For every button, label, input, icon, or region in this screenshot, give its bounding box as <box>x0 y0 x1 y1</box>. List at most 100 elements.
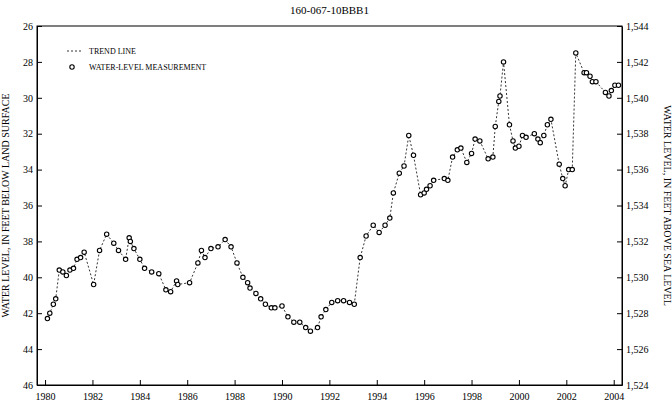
measurement-point <box>397 171 401 175</box>
tick: 1998 <box>462 380 482 401</box>
legend-label: TREND LINE <box>89 47 136 56</box>
tick-label: 1,536 <box>626 164 649 175</box>
y2-axis: 1,5241,5261,5281,5301,5321,5341,5361,538… <box>617 21 649 391</box>
tick: 1,534 <box>617 200 649 211</box>
measurement-point <box>112 241 116 245</box>
measurement-point <box>584 70 588 74</box>
title: 160-067-10BBB1 <box>290 4 369 16</box>
tick-label: 1,538 <box>626 128 649 139</box>
measurement-point <box>64 273 68 277</box>
measurement-point <box>308 329 312 333</box>
measurement-point <box>48 311 52 315</box>
measurement-point <box>82 250 86 254</box>
tick-mark <box>617 313 622 314</box>
measurement-point <box>609 88 613 92</box>
measurement-point <box>324 307 328 311</box>
measurement-point <box>168 289 172 293</box>
tick: 1,528 <box>617 308 649 319</box>
measurement-point <box>149 270 153 274</box>
measurement-point <box>54 297 58 301</box>
tick-label: 2004 <box>604 391 624 401</box>
measurement-point <box>138 257 142 261</box>
y-axis: 2628303234363840424446 <box>23 21 42 391</box>
measurement-point <box>563 184 567 188</box>
tick-label: 1986 <box>178 391 198 401</box>
tick-mark <box>37 313 42 314</box>
tick: 1994 <box>367 380 387 401</box>
tick-label: 1988 <box>225 391 245 401</box>
measurement-point <box>517 144 521 148</box>
measurement-point <box>330 300 334 304</box>
measurement-point <box>315 325 319 329</box>
tick-mark <box>617 98 622 99</box>
tick-mark <box>617 277 622 278</box>
x-axis: 1980198219841986198819901992199419961998… <box>36 380 625 401</box>
tick: 32 <box>23 128 42 139</box>
tick: 1980 <box>36 380 56 401</box>
tick: 40 <box>23 272 42 283</box>
tick-label: 1996 <box>415 391 435 401</box>
measurement-point <box>51 302 55 306</box>
measurement-point <box>241 275 245 279</box>
measurement-point <box>446 178 450 182</box>
measurement-point <box>273 306 277 310</box>
tick-label: 1,526 <box>626 344 649 355</box>
measurement-point <box>229 245 233 249</box>
tick-mark <box>617 26 622 27</box>
measurement-point <box>216 245 220 249</box>
measurement-point <box>97 248 101 252</box>
measurement-point <box>498 94 502 98</box>
tick: 1990 <box>272 380 292 401</box>
measurement-point <box>501 60 505 64</box>
tick: 42 <box>23 308 42 319</box>
measurement-point <box>78 255 82 259</box>
measurement-point <box>478 139 482 143</box>
tick-label: 1,544 <box>626 21 649 32</box>
measurement-point <box>235 261 239 265</box>
tick-mark <box>187 380 188 385</box>
tick-label: 1982 <box>83 391 103 401</box>
measurement-point <box>493 124 497 128</box>
measurement-point <box>341 298 345 302</box>
tick: 44 <box>23 344 42 355</box>
measurement-point <box>383 223 387 227</box>
tick-mark <box>519 380 520 385</box>
tick: 1986 <box>178 380 198 401</box>
measurement-point <box>473 137 477 141</box>
tick: 1,524 <box>617 380 649 391</box>
measurement-point <box>123 257 127 261</box>
tick-mark <box>282 380 283 385</box>
tick-mark <box>37 26 42 27</box>
tick: 1,536 <box>617 164 649 175</box>
tick: 1,538 <box>617 128 649 139</box>
measurement-point <box>116 248 120 252</box>
measurement-point <box>223 237 227 241</box>
legend-label: WATER-LEVEL MEASUREMENT <box>89 63 206 72</box>
tick-mark <box>37 277 42 278</box>
measurement-point <box>280 304 284 308</box>
plot-frame <box>37 26 622 385</box>
measurement-point <box>358 255 362 259</box>
tick: 1992 <box>320 380 340 401</box>
tick-label: 36 <box>23 200 33 211</box>
measurement-point <box>199 248 203 252</box>
tick-label: 1,528 <box>626 308 649 319</box>
axis-line <box>622 27 623 386</box>
measurement-point <box>128 239 132 243</box>
measurement-point <box>157 272 161 276</box>
tick-mark <box>235 380 236 385</box>
measurement-point <box>459 146 463 150</box>
tick-label: 2000 <box>509 391 529 401</box>
tick-label: 1990 <box>272 391 292 401</box>
measurement-point <box>469 151 473 155</box>
measurement-point <box>335 298 339 302</box>
tick-label: 1,540 <box>626 93 649 104</box>
measurement-point <box>411 153 415 157</box>
measurement-point <box>176 282 180 286</box>
tick-label: 46 <box>23 380 33 391</box>
y2-axis-title: WATER LEVEL, IN FEET ABOVE SEA LEVEL <box>662 105 672 306</box>
measurement-point <box>91 282 95 286</box>
tick-mark <box>614 380 615 385</box>
measurement-point <box>377 230 381 234</box>
tick-label: 2002 <box>557 391 577 401</box>
